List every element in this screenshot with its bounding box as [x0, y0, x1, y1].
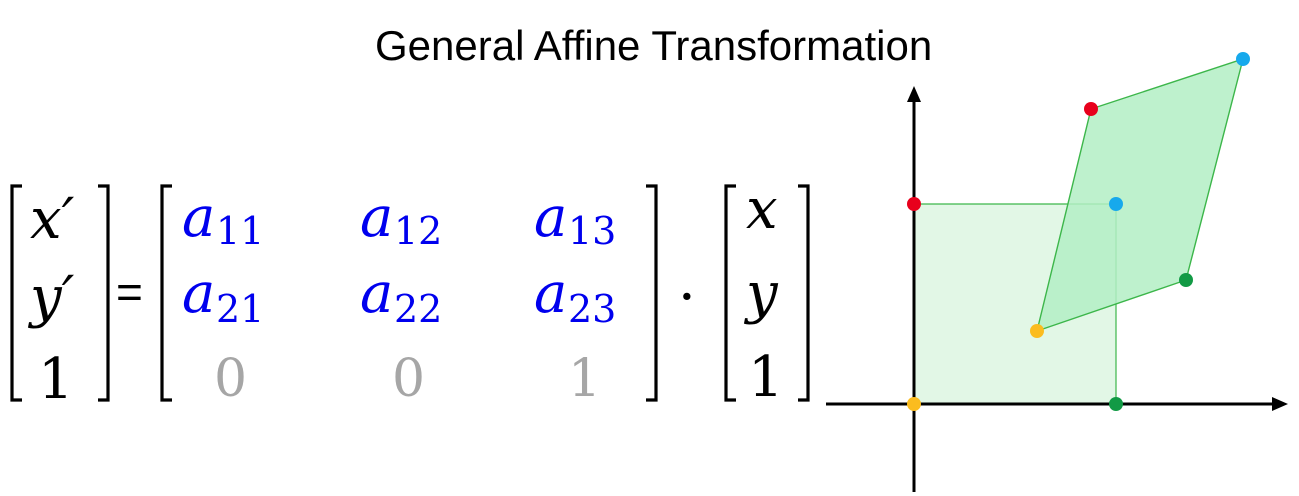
y-axis-arrowhead [907, 86, 921, 102]
entry-base: a [360, 185, 393, 250]
entry-subscript: 22 [394, 287, 442, 331]
transformed-parallelogram [1036, 57, 1244, 333]
transformed-corner-bottom-left [1030, 324, 1044, 338]
lhs-one: 1 [38, 347, 74, 412]
entry-subscript: 13 [568, 209, 616, 253]
matrix-entry-a12: a 12 [360, 185, 442, 253]
lhs-vector: x′ y′ 1 [10, 184, 110, 412]
original-corner-bottom-right [1109, 397, 1123, 411]
matrix-right-bracket [646, 184, 658, 402]
matrix-entry-32: 0 [392, 349, 425, 409]
matrix-entry-a13: a 13 [534, 185, 616, 253]
lhs-left-bracket [10, 184, 22, 402]
matrix-entry-33: 1 [568, 349, 601, 409]
matrix-entry-a21: a 21 [182, 261, 264, 331]
rhs-x: x [746, 177, 778, 242]
coordinate-diagram [826, 52, 1288, 492]
original-corner-bottom-left [907, 397, 921, 411]
original-corner-top-right [1109, 197, 1123, 211]
matrix-entry-31: 0 [214, 349, 247, 409]
matrix-entry-a11: a 11 [182, 185, 264, 253]
lhs-right-bracket [98, 184, 110, 402]
entry-base: a [534, 261, 567, 326]
x-axis-arrowhead [1272, 397, 1288, 411]
entry-base: a [182, 185, 215, 250]
diagram-title: General Affine Transformation [375, 22, 933, 69]
multiply-dot: · [678, 265, 696, 330]
original-corner-top-left [907, 197, 921, 211]
equals-sign: = [116, 266, 143, 318]
entry-subscript: 21 [216, 287, 264, 331]
entry-base: a [182, 261, 215, 326]
matrix-entry-a22: a 22 [360, 261, 442, 331]
transformed-corner-top-left [1084, 102, 1098, 116]
entry-subscript: 12 [394, 209, 442, 253]
entry-base: a [360, 261, 393, 326]
matrix-entry-a23: a 23 [534, 261, 616, 331]
rhs-vector: x y 1 [724, 177, 810, 410]
lhs-y-prime: y′ [27, 265, 75, 330]
matrix-left-bracket [160, 184, 172, 402]
rhs-y: y [743, 261, 779, 326]
lhs-x-prime: x′ [30, 187, 75, 252]
rhs-left-bracket [724, 184, 736, 402]
rhs-right-bracket [798, 184, 810, 402]
rhs-one: 1 [748, 345, 784, 410]
entry-subscript: 11 [216, 209, 264, 253]
affine-matrix: a 11 a 12 a 13 a 21 a 22 a 23 0 0 1 [160, 184, 658, 409]
transformed-corner-bottom-right [1179, 273, 1193, 287]
entry-subscript: 23 [568, 287, 616, 331]
entry-base: a [534, 185, 567, 250]
transformed-corner-top-right [1236, 52, 1250, 66]
